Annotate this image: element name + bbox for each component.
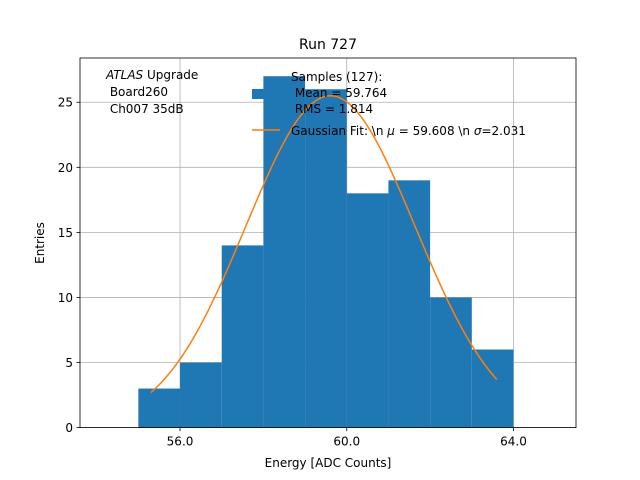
legend-hist-line2: Mean = 59.764 [291,86,387,100]
y-tick-label: 20 [58,161,73,175]
y-tick-label: 5 [65,356,73,370]
upgrade-label: Upgrade [143,68,198,82]
atlas-annotation: ATLAS Upgrade [105,68,198,82]
histogram-bar [263,76,306,428]
legend-fit-label: Gaussian Fit: \n μ = 59.608 \n σ=2.031 [291,124,526,138]
legend-fit-suffix: =2.031 [481,124,525,138]
histogram-bar [346,193,389,428]
histogram-bar [471,349,514,428]
x-tick-label: 56.0 [167,435,194,449]
histogram-bar [138,388,181,428]
atlas-label: ATLAS [105,68,144,82]
legend-fit-mu: μ [386,124,395,138]
legend: Samples (127): Mean = 59.764 RMS = 1.814… [252,70,526,138]
histogram-bar [221,245,264,428]
chart-title: Run 727 [299,37,357,53]
x-tick-label: 64.0 [500,435,527,449]
histogram-bar [305,89,347,428]
x-tick-label: 60.0 [333,435,360,449]
channel-label: Ch007 35dB [106,102,184,116]
y-tick-label: 10 [58,291,73,305]
board-label: Board260 [106,85,168,99]
histogram-bars [138,76,514,428]
legend-fit-prefix: Gaussian Fit: \n [291,124,387,138]
legend-hist-swatch [252,89,280,99]
y-tick-label: 15 [58,226,73,240]
legend-fit-mid: = 59.608 \n [395,124,474,138]
legend-fit-sigma: σ [474,124,482,138]
histogram-bar [388,180,431,428]
histogram-bar [430,297,472,428]
plot-frame [79,57,577,429]
histogram-bar [180,362,222,428]
y-tick-label: 25 [58,96,73,110]
x-axis-label: Energy [ADC Counts] [265,456,392,470]
y-tick-label: 0 [65,421,73,435]
gaussian-fit-curve [150,95,498,394]
legend-hist-line1: Samples (127): [291,70,382,84]
legend-hist-line3: RMS = 1.814 [291,102,373,116]
axis-ticks: 56.0 60.0 64.0 0 5 10 15 20 25 [58,96,527,449]
y-axis-label: Entries [33,222,47,264]
